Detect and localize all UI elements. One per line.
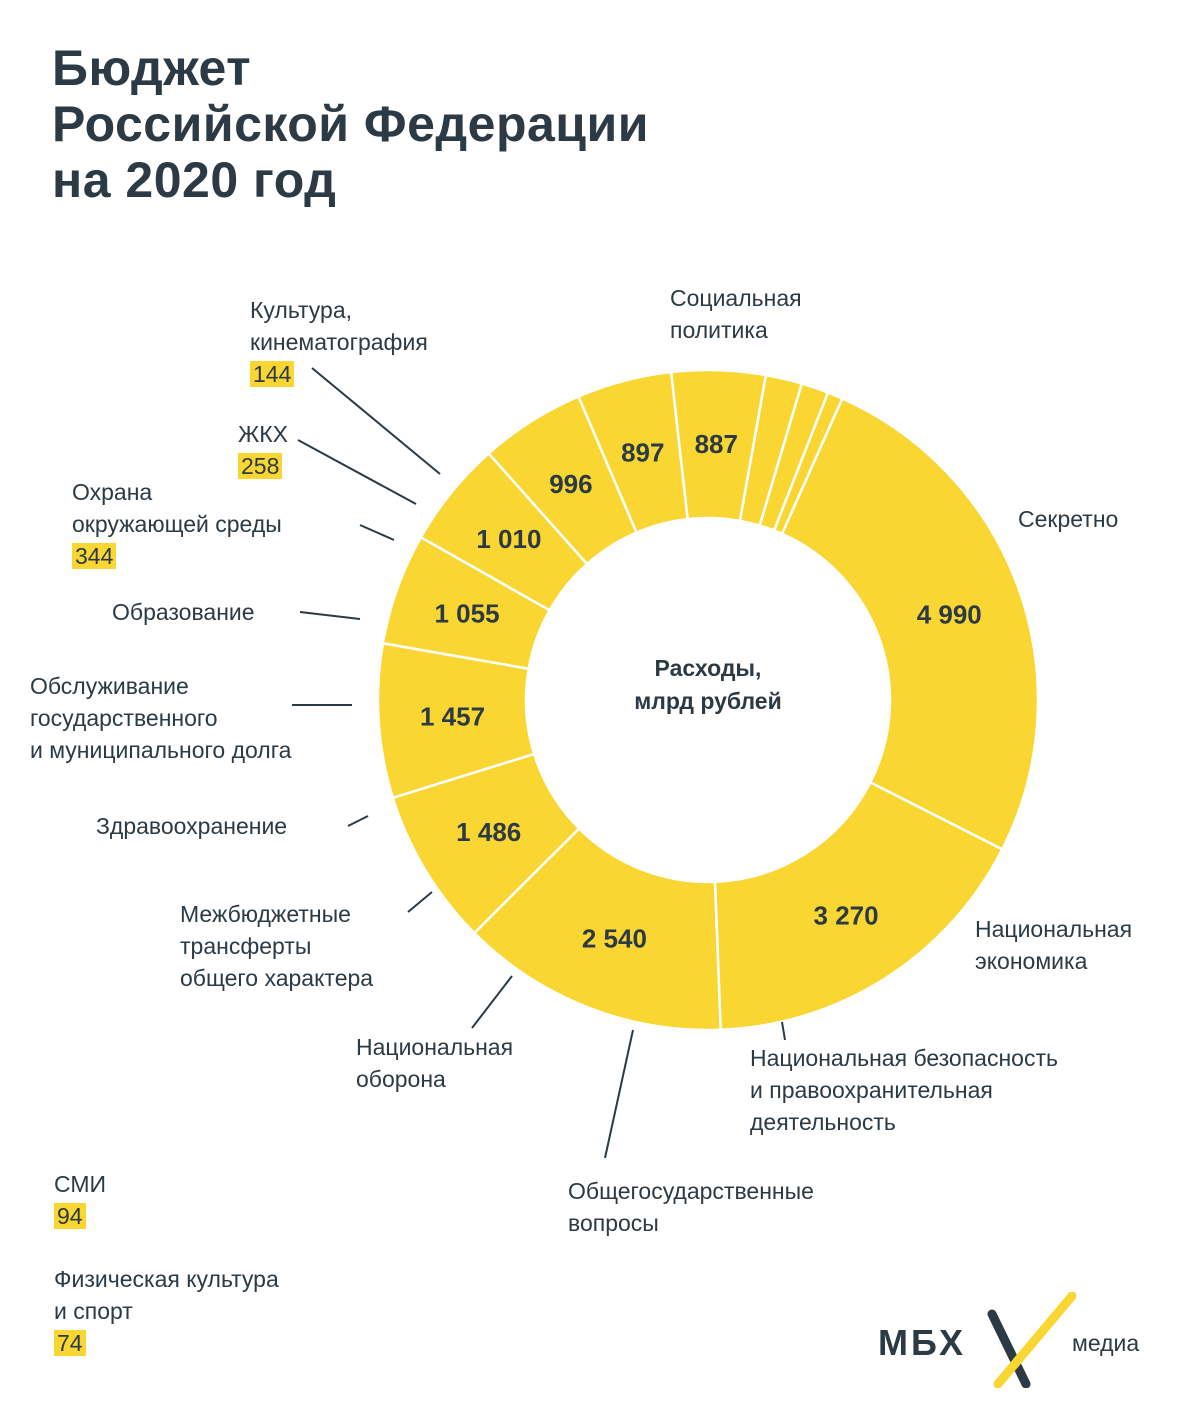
title-line-1: Бюджет bbox=[52, 40, 252, 96]
segment-name: Общегосударственные вопросы bbox=[568, 1178, 814, 1236]
segment-label: Социальная политика bbox=[670, 282, 802, 346]
segment-value-label: 1 457 bbox=[420, 701, 485, 731]
segment-name: Национальная экономика bbox=[975, 916, 1133, 974]
segment-value-label: 2 540 bbox=[582, 923, 647, 953]
outside-item-value: 94 bbox=[54, 1203, 86, 1229]
segment-name: Национальная безопасность и правоохранит… bbox=[750, 1045, 1058, 1135]
segment-name: Образование bbox=[112, 599, 255, 625]
leader-line bbox=[359, 524, 395, 541]
leader-line bbox=[347, 815, 369, 827]
segment-name: Секретно bbox=[1018, 506, 1119, 532]
segment-value-badge: 144 bbox=[250, 361, 295, 387]
donut-segment bbox=[772, 390, 844, 536]
segment-value-label: 1 010 bbox=[476, 524, 541, 554]
segment-value-label: 1 486 bbox=[456, 817, 521, 847]
leader-line bbox=[471, 975, 513, 1029]
segment-label: Охрана окружающей среды 344 bbox=[72, 476, 282, 572]
leader-line bbox=[781, 1021, 786, 1041]
leader-line bbox=[604, 1029, 634, 1159]
segment-name: Социальная политика bbox=[670, 285, 802, 343]
outside-item-name: СМИ bbox=[54, 1171, 107, 1197]
leader-line bbox=[299, 611, 361, 620]
segment-label: Секретно bbox=[1018, 503, 1118, 535]
segment-value-label: 996 bbox=[549, 469, 592, 499]
segment-value-label: 3 270 bbox=[814, 901, 879, 931]
segment-name: Охрана окружающей среды bbox=[72, 479, 282, 537]
segment-label: ЖКХ 258 bbox=[238, 418, 288, 482]
segment-label: Здравоохранение bbox=[96, 810, 287, 842]
title-line-2: Российской Федерации bbox=[52, 96, 650, 152]
center-label: Расходы, bbox=[655, 655, 762, 681]
x-mark-icon bbox=[987, 1292, 1076, 1388]
segment-value-badge: 258 bbox=[238, 453, 283, 479]
segment-value-label: 897 bbox=[621, 437, 664, 467]
segment-name: Здравоохранение bbox=[96, 813, 288, 839]
logo-brand: МБХ bbox=[878, 1322, 966, 1363]
outside-item-name: Физическая культура и спорт bbox=[54, 1266, 279, 1324]
segment-value-label: 4 990 bbox=[917, 599, 982, 629]
segment-value-label: 887 bbox=[695, 429, 738, 459]
mbx-media-logo: МБХ медиа bbox=[876, 1292, 1166, 1392]
outside-item-smi: СМИ 94 bbox=[54, 1168, 106, 1232]
segment-label: Национальная оборона bbox=[356, 1031, 513, 1095]
title-line-3: на 2020 год bbox=[52, 152, 337, 208]
donut-segment bbox=[780, 396, 1040, 852]
segment-name: Культура, кинематография bbox=[250, 297, 428, 355]
segment-label: Обслуживание государственного и муниципа… bbox=[30, 670, 291, 766]
segment-label: Межбюджетные трансферты общего характера bbox=[180, 898, 373, 994]
segment-name: Обслуживание государственного и муниципа… bbox=[30, 673, 292, 763]
leader-line bbox=[407, 891, 433, 913]
segment-name: Национальная оборона bbox=[356, 1034, 514, 1092]
segment-label: Общегосударственные вопросы bbox=[568, 1175, 814, 1239]
segment-value-badge: 344 bbox=[72, 543, 117, 569]
segment-label: Национальная безопасность и правоохранит… bbox=[750, 1042, 1058, 1138]
segment-label: Национальная экономика bbox=[975, 913, 1132, 977]
leader-line bbox=[311, 367, 441, 475]
page-title: Бюджет Российской Федерации на 2020 год bbox=[52, 40, 649, 208]
leader-line bbox=[297, 439, 417, 505]
segment-value-label: 1 055 bbox=[434, 599, 499, 629]
segment-label: Культура, кинематография 144 bbox=[250, 294, 428, 390]
center-label: млрд рублей bbox=[634, 688, 782, 714]
outside-item-value: 74 bbox=[54, 1330, 86, 1356]
segment-label: Образование bbox=[112, 596, 255, 628]
outside-item-sport: Физическая культура и спорт 74 bbox=[54, 1263, 279, 1359]
segment-name: ЖКХ bbox=[238, 421, 288, 447]
donut-segment bbox=[713, 780, 1004, 1032]
logo-suffix: медиа bbox=[1072, 1330, 1140, 1356]
segment-name: Межбюджетные трансферты общего характера bbox=[180, 901, 374, 991]
